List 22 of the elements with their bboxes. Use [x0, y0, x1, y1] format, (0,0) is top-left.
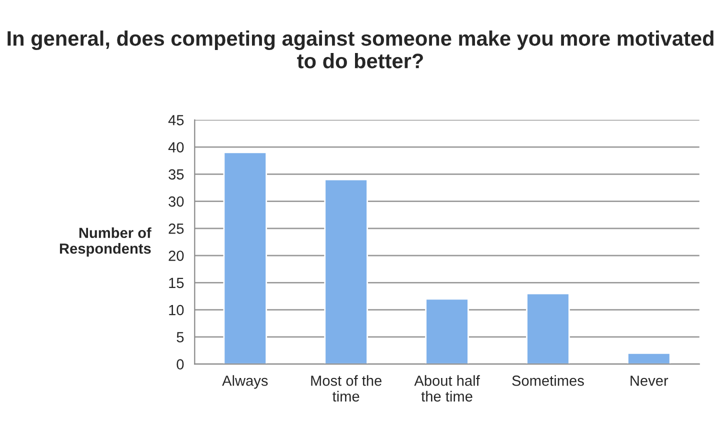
- chart-title: In general, does competing against someone make you more motivated to do better?: [8, 30, 714, 68]
- bar: [223, 152, 268, 364]
- y-tick-label: 15: [169, 278, 184, 288]
- x-tick-label: Never: [630, 376, 668, 386]
- x-tick-label: Sometimes: [512, 375, 584, 386]
- y-axis-title: Number of Respondents: [60, 227, 152, 257]
- y-tick-label: 20: [168, 250, 184, 261]
- x-tick-label: Always: [222, 375, 268, 389]
- y-tick-label: 40: [168, 142, 184, 152]
- y-tick-label: 25: [168, 224, 184, 234]
- y-tick-label: 5: [176, 332, 184, 342]
- bar: [324, 178, 368, 364]
- x-tick-label: Most of the time: [311, 375, 382, 402]
- y-tick-label: 35: [168, 169, 184, 180]
- y-tick-label: 10: [169, 304, 184, 316]
- bar: [425, 298, 469, 364]
- y-tick-label: 45: [168, 115, 184, 126]
- x-tick-label: About half the time: [414, 375, 480, 402]
- y-tick-label: 0: [176, 359, 184, 370]
- y-tick-label: 30: [168, 196, 184, 207]
- bar: [627, 352, 671, 364]
- bar: [526, 292, 570, 364]
